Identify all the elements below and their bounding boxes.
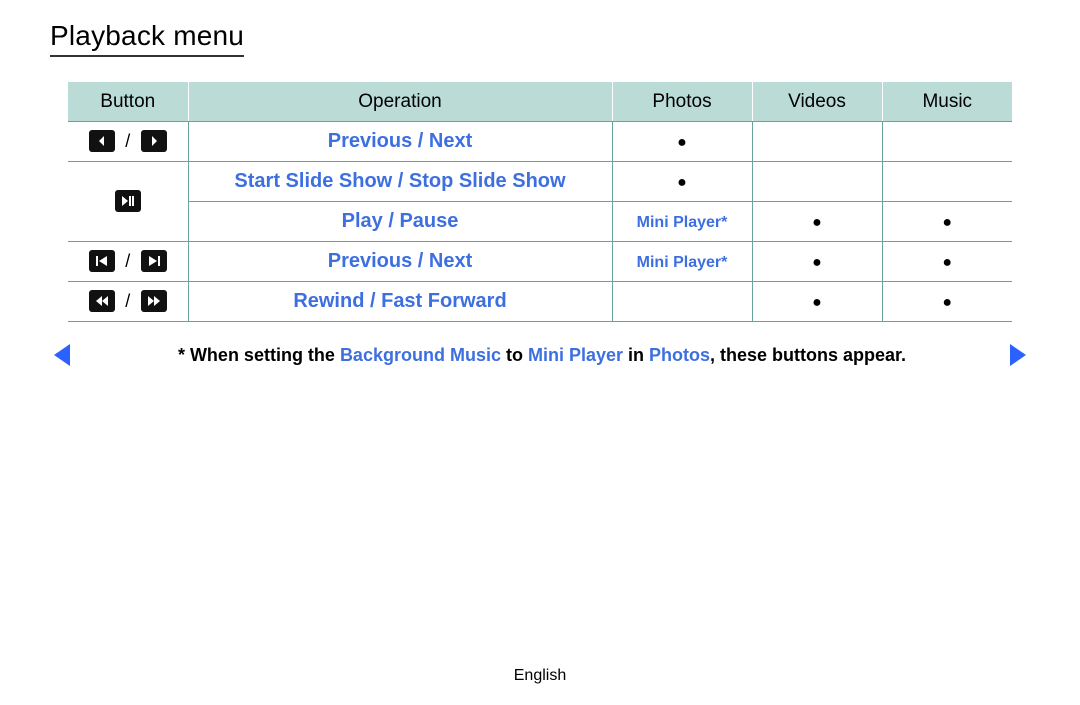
prev-page-button[interactable]: [50, 342, 72, 368]
videos-cell: ●: [752, 282, 882, 322]
table-row: Start Slide Show / Stop Slide Show ●: [68, 162, 1012, 202]
playback-table: Button Operation Photos Videos Music /: [68, 82, 1012, 322]
footnote-text: * When setting the Background Music to M…: [174, 345, 906, 366]
operation-text: Play / Pause: [342, 210, 459, 232]
operation-text: Start Slide Show / Stop Slide Show: [234, 170, 565, 192]
operation-text: Previous / Next: [328, 250, 473, 272]
table-row: / Previous / Next ●: [68, 122, 1012, 162]
operation-cell: Previous / Next: [188, 242, 612, 282]
col-videos: Videos: [752, 83, 882, 122]
footnote-row: * When setting the Background Music to M…: [50, 342, 1030, 368]
videos-cell: ●: [752, 202, 882, 242]
music-cell: ●: [882, 282, 1012, 322]
button-cell: /: [68, 282, 188, 322]
photos-cell: ●: [612, 122, 752, 162]
videos-cell: [752, 122, 882, 162]
button-cell: /: [68, 242, 188, 282]
col-music: Music: [882, 83, 1012, 122]
photos-cell: [612, 282, 752, 322]
table-row: / Rewind / Fast Forward ● ●: [68, 282, 1012, 322]
operation-text: Rewind / Fast Forward: [293, 290, 506, 312]
next-page-button[interactable]: [1008, 342, 1030, 368]
music-cell: ●: [882, 202, 1012, 242]
operation-cell: Rewind / Fast Forward: [188, 282, 612, 322]
col-photos: Photos: [612, 83, 752, 122]
button-cell: /: [68, 122, 188, 162]
music-cell: [882, 122, 1012, 162]
col-operation: Operation: [188, 83, 612, 122]
chevron-right-icon: [141, 130, 167, 152]
photos-cell: Mini Player*: [612, 202, 752, 242]
footer-language: English: [0, 667, 1080, 685]
music-cell: [882, 162, 1012, 202]
photos-cell: ●: [612, 162, 752, 202]
button-separator: /: [125, 131, 130, 152]
skip-forward-icon: [141, 250, 167, 272]
col-button: Button: [68, 83, 188, 122]
table-row: Play / Pause Mini Player* ● ●: [68, 202, 1012, 242]
chevron-left-icon: [89, 130, 115, 152]
button-cell: [68, 162, 188, 242]
music-cell: ●: [882, 242, 1012, 282]
page: Playback menu Button Operation Photos Vi…: [0, 0, 1080, 705]
table-row: / Previous / Next Mini Player* ● ●: [68, 242, 1012, 282]
operation-cell: Previous / Next: [188, 122, 612, 162]
table-header-row: Button Operation Photos Videos Music: [68, 83, 1012, 122]
play-pause-icon: [115, 190, 141, 212]
skip-back-icon: [89, 250, 115, 272]
videos-cell: ●: [752, 242, 882, 282]
operation-text: Previous / Next: [328, 130, 473, 152]
page-title: Playback menu: [50, 20, 244, 57]
rewind-icon: [89, 290, 115, 312]
button-separator: /: [125, 251, 130, 272]
table-container: Button Operation Photos Videos Music /: [50, 82, 1030, 322]
videos-cell: [752, 162, 882, 202]
fast-forward-icon: [141, 290, 167, 312]
photos-cell: Mini Player*: [612, 242, 752, 282]
button-separator: /: [125, 291, 130, 312]
operation-cell: Start Slide Show / Stop Slide Show: [188, 162, 612, 202]
operation-cell: Play / Pause: [188, 202, 612, 242]
